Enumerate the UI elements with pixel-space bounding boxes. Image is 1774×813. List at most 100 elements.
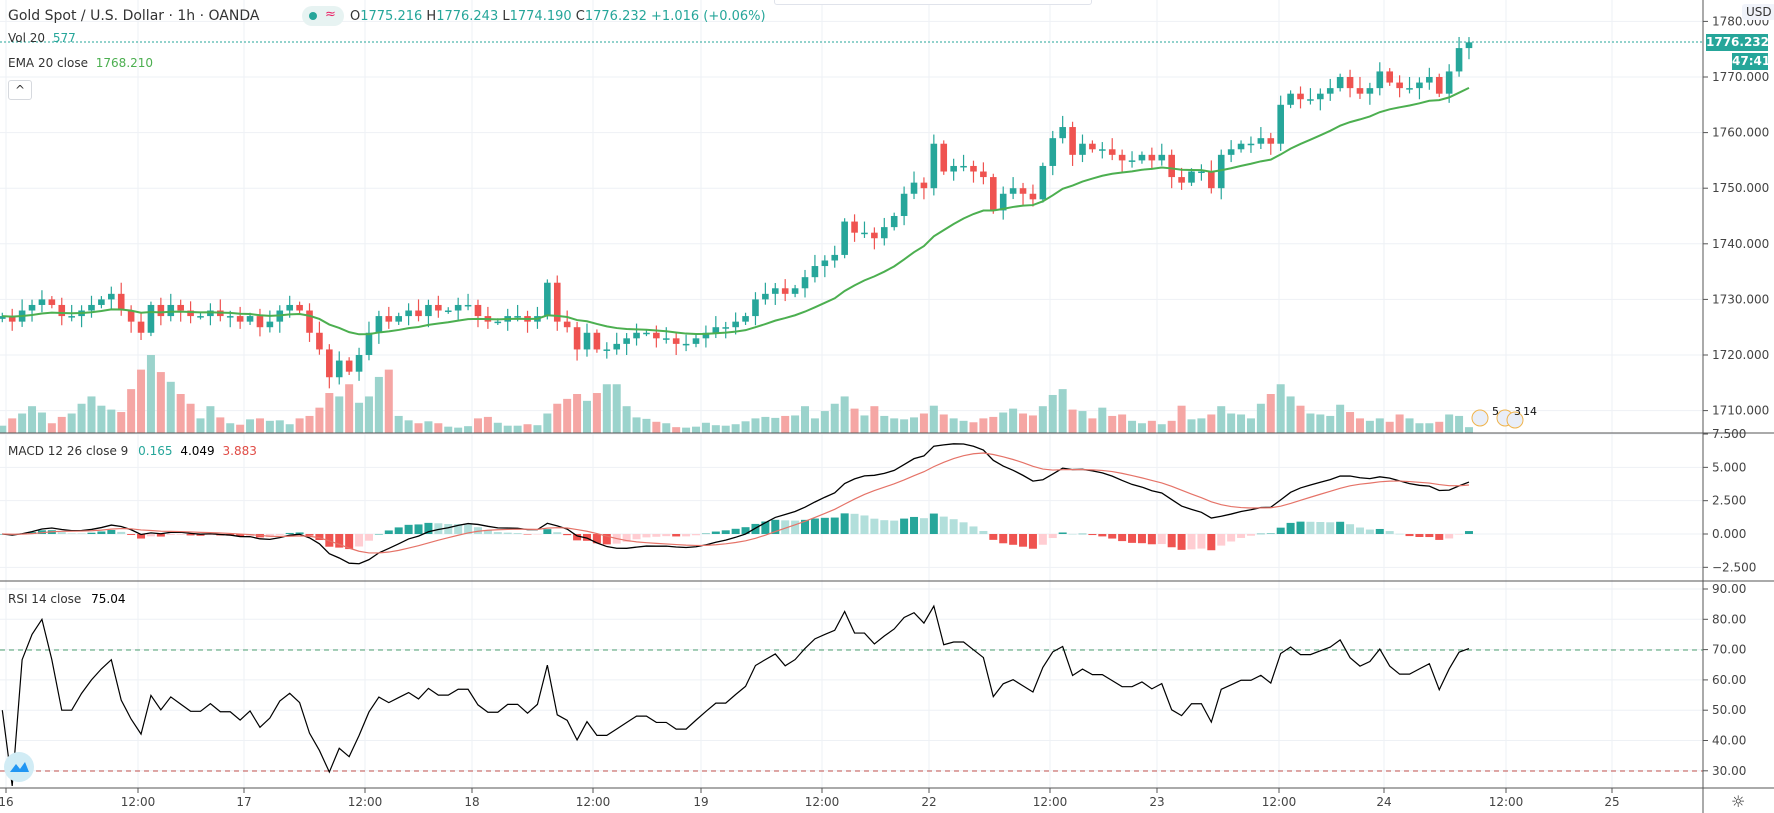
macd-tick-label: −2.500 <box>1712 560 1756 574</box>
settings-icon[interactable]: ☼ <box>1731 792 1746 811</box>
price-axis[interactable]: 1780.0001770.0001760.0001750.0001740.000… <box>1703 14 1769 418</box>
macd-hist-bar <box>573 534 582 541</box>
candle <box>137 312 145 340</box>
economic-events[interactable]: 5 3 14 <box>1471 405 1537 429</box>
volume-bar <box>364 396 373 433</box>
volume-bar <box>543 413 552 433</box>
ema-legend[interactable]: EMA 20 close 1768.210 <box>8 56 153 70</box>
candle-body <box>970 165 977 172</box>
macd-hist-bar <box>582 534 591 541</box>
tradingview-logo-icon[interactable] <box>4 752 34 782</box>
candle <box>1287 90 1294 109</box>
candle-body <box>1178 177 1185 183</box>
macd-hist-bar <box>1385 531 1394 534</box>
rsi-axis[interactable]: 90.00 80.00 70.00 60.00 50.00 40.00 30.00 <box>1703 582 1746 778</box>
macd-signal-line <box>2 452 1470 554</box>
candle <box>851 214 858 242</box>
candle <box>1455 36 1463 77</box>
candle <box>365 321 373 361</box>
volume-bar <box>662 423 671 433</box>
volume-bar <box>652 421 661 433</box>
macd-hist-bar <box>840 513 849 534</box>
candle-body <box>435 304 442 311</box>
candle <box>1128 151 1136 168</box>
volume-bar <box>692 426 700 433</box>
volume-bar <box>57 416 66 433</box>
macd-hist-bar <box>28 532 37 534</box>
candle-body <box>385 316 393 322</box>
macd-hist-bar <box>1286 522 1295 534</box>
candle <box>108 286 115 309</box>
candle <box>1426 67 1433 90</box>
candle-body <box>583 332 591 350</box>
symbol-title[interactable]: Gold Spot / U.S. Dollar · 1h · OANDA <box>8 8 260 24</box>
time-tick-label: 12:00 <box>1262 795 1297 809</box>
macd-axis[interactable]: 7.500 5.000 2.500 0.000 −2.500 <box>1703 427 1756 574</box>
market-status-badge[interactable]: ≈ <box>302 6 344 26</box>
macd-hist-bar <box>127 534 136 535</box>
rsi-tick-label: 80.00 <box>1712 612 1746 626</box>
volume-bar <box>642 418 651 433</box>
us-flag-icon[interactable] <box>1471 409 1489 427</box>
volume-bar <box>1207 414 1216 433</box>
macd-hist-bar <box>97 531 106 534</box>
macd-hist-bar <box>741 527 750 534</box>
candle-body <box>841 221 848 255</box>
volume-bar <box>1137 423 1146 433</box>
volume-bar <box>394 415 403 433</box>
us-flag-icon[interactable] <box>1506 411 1524 429</box>
candle-body <box>1356 88 1364 94</box>
change-value: +1.016 (+0.06%) <box>651 9 766 24</box>
macd-hist-bar <box>444 523 453 534</box>
macd-hist-bar <box>801 519 810 534</box>
volume-bar <box>1177 405 1186 433</box>
macd-hist-bar <box>1147 534 1156 545</box>
candle <box>752 292 759 326</box>
candle <box>147 301 155 337</box>
volume-bar <box>672 427 681 433</box>
top-toolbar-edge <box>774 0 1092 5</box>
candle <box>1118 149 1126 172</box>
candle-body <box>1128 160 1136 162</box>
candle-body <box>672 338 680 344</box>
macd-hist-bar <box>206 534 215 536</box>
volume-bar <box>0 425 7 433</box>
volume-legend[interactable]: Vol 20 577 <box>8 31 76 45</box>
volume-bar <box>761 416 770 433</box>
volume-bar <box>850 408 859 433</box>
volume-bar <box>1098 407 1107 433</box>
candle <box>266 310 274 333</box>
macd-hist-bar <box>781 520 790 534</box>
rsi-legend[interactable]: RSI 14 close 75.04 <box>8 592 126 606</box>
macd-hist-bar <box>810 518 819 534</box>
macd-hist-bar <box>57 532 66 534</box>
candle-body <box>1227 149 1235 155</box>
volume-bar <box>602 384 611 433</box>
volume-bar <box>563 398 572 433</box>
volume-bar <box>77 403 86 433</box>
volume-bar <box>107 409 116 433</box>
candle-body <box>236 316 244 322</box>
macd-hist-bar <box>285 532 294 534</box>
candle <box>405 303 412 326</box>
volume-bar <box>949 418 958 433</box>
candle <box>335 351 343 385</box>
volume-bar <box>404 420 413 433</box>
macd-legend[interactable]: MACD 12 26 close 9 0.165 4.049 3.883 <box>8 444 257 458</box>
macd-hist-bar <box>1237 534 1246 538</box>
currency-label[interactable]: USD <box>1742 4 1774 20</box>
macd-hist-bar <box>77 533 86 534</box>
time-axis[interactable]: 16 12:00 17 12:00 18 12:00 19 12:00 22 12:00 23 12:… <box>0 788 1620 809</box>
macd-hist-bar <box>1157 534 1166 545</box>
candle-body <box>395 316 402 322</box>
collapse-legend-button[interactable]: ^ <box>8 80 32 100</box>
candle <box>1019 182 1027 205</box>
volume-bar <box>731 424 740 433</box>
candle <box>593 329 601 353</box>
candle-body <box>544 282 551 317</box>
macd-hist-bar <box>939 516 948 534</box>
volume-bar <box>1197 418 1206 433</box>
candle-body <box>1198 171 1205 174</box>
candle-body <box>246 316 254 322</box>
